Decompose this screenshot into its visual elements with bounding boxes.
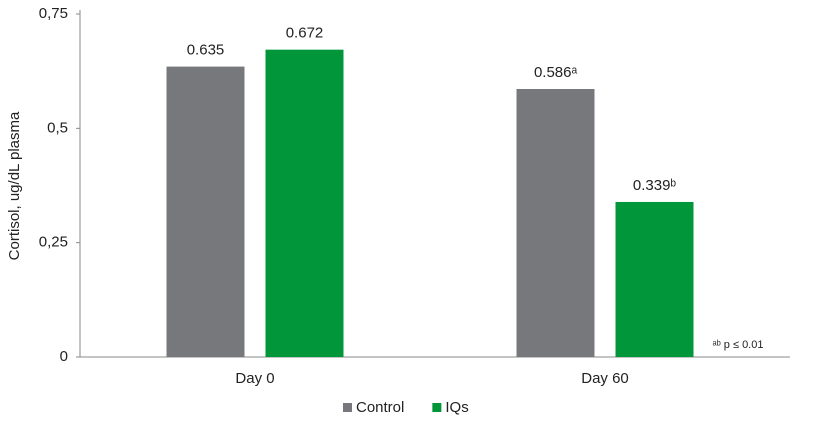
x-tick-label: Day 60 xyxy=(581,370,629,387)
legend-swatch xyxy=(432,403,442,412)
y-tick-label: 0,25 xyxy=(39,234,68,251)
data-label: 0.586ᵃ xyxy=(534,64,578,81)
x-tick-label: Day 0 xyxy=(235,370,274,387)
bar xyxy=(615,201,694,357)
data-label: 0.635 xyxy=(187,42,225,59)
data-label: 0.339ᵇ xyxy=(633,177,677,194)
bar xyxy=(166,66,245,358)
legend-label: IQs xyxy=(445,399,468,416)
bar xyxy=(265,49,344,358)
y-tick-label: 0,5 xyxy=(47,119,68,136)
annotation: ᵃᵇ p ≤ 0.01 xyxy=(713,339,764,351)
y-axis-label: Cortisol, ug/dL plasma xyxy=(6,111,23,260)
bar xyxy=(516,89,595,357)
y-tick-label: 0 xyxy=(60,348,68,365)
data-label: 0.672 xyxy=(286,25,324,42)
y-tick-label: 0,75 xyxy=(39,5,68,22)
legend-swatch xyxy=(343,403,352,412)
legend-label: Control xyxy=(356,399,404,416)
